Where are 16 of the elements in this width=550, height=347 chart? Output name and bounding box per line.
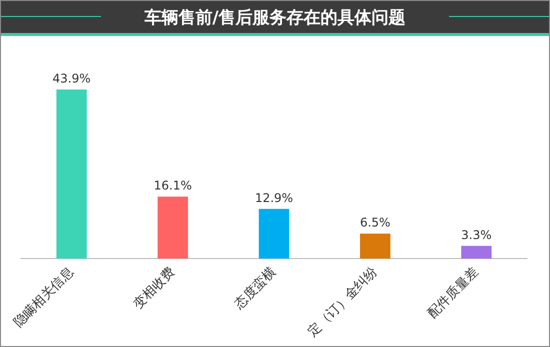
data-label: 43.9% (52, 72, 91, 86)
bar (360, 234, 390, 259)
chart-title: 车辆售前/售后服务存在的具体问题 (143, 7, 407, 29)
data-label: 6.5% (360, 216, 390, 230)
data-label: 12.9% (254, 191, 294, 206)
data-label: 16.1% (154, 178, 192, 193)
bar (461, 246, 492, 259)
x-tick-label: 隐瞒相关信息 (11, 264, 77, 331)
x-tick-label: 配件质量差 (425, 264, 482, 322)
bar (158, 196, 188, 259)
x-tick-label: 变相收费 (130, 264, 178, 312)
x-tick-label: 定（订）金纠纷 (305, 264, 380, 340)
data-label: 3.3% (461, 228, 492, 242)
x-tick-label: 态度蛮横 (230, 264, 280, 313)
bar (56, 90, 87, 259)
bar (258, 208, 290, 259)
